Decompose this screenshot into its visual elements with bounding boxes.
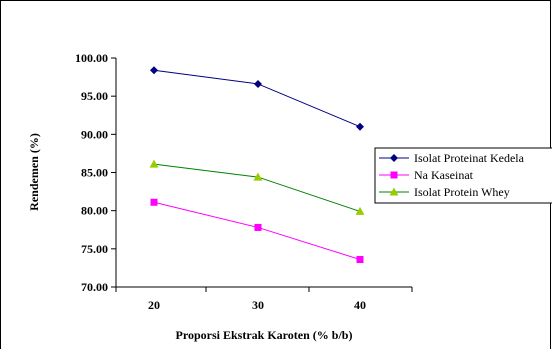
data-point-series-2 [254, 223, 262, 231]
legend-marker-3 [389, 187, 399, 196]
y-tick-label: 95.00 [81, 89, 108, 103]
x-axis-title: Proporsi Ekstrak Karoten (% b/b) [176, 328, 353, 342]
y-tick-label: 70.00 [81, 280, 108, 294]
data-point-series-2 [356, 256, 364, 264]
legend-label-2: Na Kaseinat [414, 168, 474, 182]
x-tick-label: 20 [148, 298, 160, 312]
data-point-series-1 [356, 122, 364, 131]
legend-marker-1 [390, 154, 398, 162]
data-point-series-3 [355, 206, 365, 215]
legend-marker-2 [390, 171, 398, 179]
x-tick-label: 30 [252, 298, 264, 312]
legend: Isolat Proteinat Kedela Na Kaseinat Isolat… [374, 147, 552, 204]
y-tick-label: 100.00 [75, 51, 108, 65]
data-point-series-3 [149, 159, 159, 168]
legend-label-1: Isolat Proteinat Kedela [414, 151, 525, 165]
legend-label-3: Isolat Protein Whey [414, 185, 510, 199]
data-point-series-3 [253, 172, 263, 181]
y-tick-label: 75.00 [81, 242, 108, 256]
data-point-series-1 [150, 66, 158, 75]
y-tick-label: 80.00 [81, 204, 108, 218]
y-tick-label: 90.00 [81, 127, 108, 141]
y-axis-title: Rendemen (%) [27, 133, 41, 211]
x-tick-label: 40 [354, 298, 366, 312]
data-point-series-2 [150, 198, 158, 206]
data-point-series-1 [254, 79, 262, 88]
y-tick-label: 85.00 [81, 166, 108, 180]
